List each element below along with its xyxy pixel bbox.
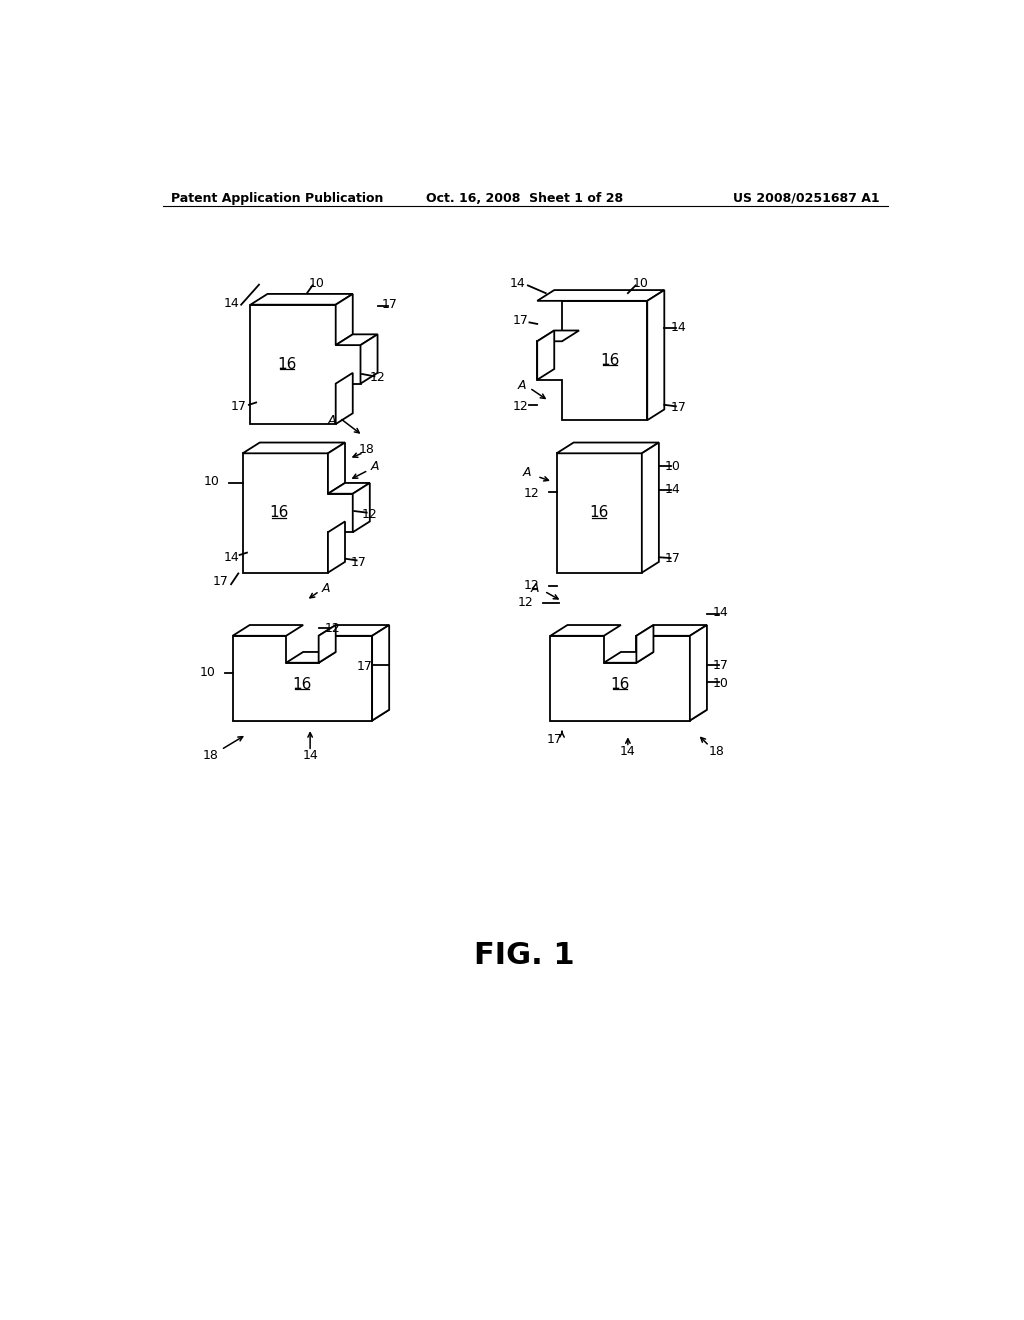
Text: 17: 17 xyxy=(512,314,528,326)
Polygon shape xyxy=(336,334,378,345)
Text: 18: 18 xyxy=(709,744,725,758)
Text: 12: 12 xyxy=(325,622,340,635)
Polygon shape xyxy=(318,626,389,636)
Text: 14: 14 xyxy=(713,606,729,619)
Text: Patent Application Publication: Patent Application Publication xyxy=(171,191,383,205)
Text: 10: 10 xyxy=(308,277,325,290)
Text: A: A xyxy=(322,582,330,594)
Text: 17: 17 xyxy=(213,576,229,589)
Polygon shape xyxy=(550,710,707,721)
Text: 12: 12 xyxy=(523,487,540,500)
Text: 10: 10 xyxy=(204,475,219,488)
Text: A: A xyxy=(517,379,526,392)
Polygon shape xyxy=(636,626,653,663)
Polygon shape xyxy=(557,453,642,573)
Polygon shape xyxy=(538,330,579,342)
Text: 10: 10 xyxy=(200,667,216,680)
Polygon shape xyxy=(538,290,665,301)
Polygon shape xyxy=(336,372,352,424)
Text: 12: 12 xyxy=(523,579,540,593)
Polygon shape xyxy=(550,626,621,636)
Polygon shape xyxy=(604,652,653,663)
Polygon shape xyxy=(336,294,352,345)
Polygon shape xyxy=(286,652,336,663)
Text: 17: 17 xyxy=(382,298,398,312)
Text: 14: 14 xyxy=(302,748,318,762)
Text: US 2008/0251687 A1: US 2008/0251687 A1 xyxy=(733,191,880,205)
Text: 14: 14 xyxy=(620,744,636,758)
Polygon shape xyxy=(647,290,665,420)
Text: A: A xyxy=(523,466,531,479)
Text: 10: 10 xyxy=(633,277,649,290)
Polygon shape xyxy=(251,294,352,305)
Polygon shape xyxy=(550,636,690,721)
Text: 16: 16 xyxy=(610,677,630,692)
Polygon shape xyxy=(538,330,554,380)
Text: 14: 14 xyxy=(671,321,686,334)
Text: 18: 18 xyxy=(203,748,219,762)
Text: 17: 17 xyxy=(713,659,729,672)
Polygon shape xyxy=(352,483,370,532)
Polygon shape xyxy=(360,334,378,384)
Text: 16: 16 xyxy=(278,356,297,372)
Polygon shape xyxy=(318,626,336,663)
Polygon shape xyxy=(690,626,707,721)
Text: 18: 18 xyxy=(358,444,375,455)
Text: 17: 17 xyxy=(356,660,373,673)
Polygon shape xyxy=(328,442,345,494)
Text: A: A xyxy=(530,582,539,594)
Text: 12: 12 xyxy=(361,508,378,520)
Text: 12: 12 xyxy=(512,400,528,413)
Polygon shape xyxy=(642,442,658,573)
Text: 10: 10 xyxy=(713,677,729,690)
Text: A: A xyxy=(371,459,379,473)
Text: FIG. 1: FIG. 1 xyxy=(474,941,575,970)
Text: 17: 17 xyxy=(230,400,247,413)
Text: 14: 14 xyxy=(223,297,239,310)
Text: 14: 14 xyxy=(665,483,681,496)
Polygon shape xyxy=(328,521,345,573)
Text: A: A xyxy=(328,413,336,426)
Polygon shape xyxy=(538,301,647,420)
Polygon shape xyxy=(232,710,389,721)
Text: Oct. 16, 2008  Sheet 1 of 28: Oct. 16, 2008 Sheet 1 of 28 xyxy=(426,191,624,205)
Text: 12: 12 xyxy=(370,371,385,384)
Polygon shape xyxy=(372,626,389,721)
Text: 17: 17 xyxy=(665,552,681,565)
Polygon shape xyxy=(243,453,352,573)
Text: 16: 16 xyxy=(601,352,620,368)
Text: 17: 17 xyxy=(547,733,562,746)
Polygon shape xyxy=(328,483,370,494)
Text: 10: 10 xyxy=(665,459,681,473)
Text: 16: 16 xyxy=(590,506,609,520)
Polygon shape xyxy=(636,626,707,636)
Text: 12: 12 xyxy=(517,597,534,610)
Polygon shape xyxy=(557,442,658,453)
Text: 16: 16 xyxy=(293,677,312,692)
Text: 14: 14 xyxy=(223,550,239,564)
Text: 17: 17 xyxy=(671,400,686,413)
Text: 17: 17 xyxy=(351,556,367,569)
Text: 14: 14 xyxy=(510,277,525,290)
Polygon shape xyxy=(232,626,303,636)
Polygon shape xyxy=(251,305,360,424)
Text: 16: 16 xyxy=(269,506,289,520)
Polygon shape xyxy=(232,636,372,721)
Polygon shape xyxy=(243,442,345,453)
